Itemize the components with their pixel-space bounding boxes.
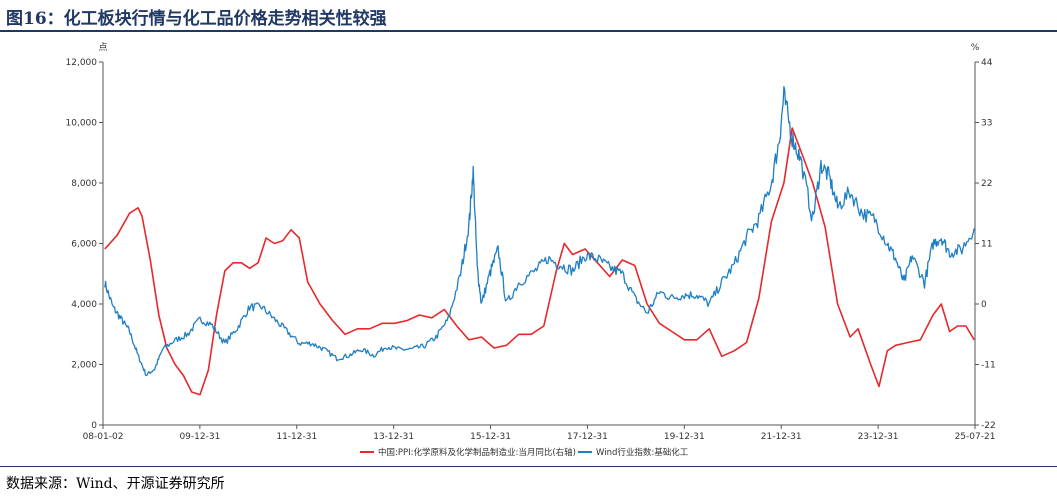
- right-axis-unit: %: [971, 43, 980, 53]
- figure-title: 图16：化工板块行情与化工品价格走势相关性较强: [6, 9, 387, 29]
- right-tick-label: 44: [981, 58, 993, 68]
- left-axis-unit: 点: [98, 42, 107, 53]
- x-tick-label: 08-01-02: [83, 432, 124, 442]
- x-tick-label: 23-12-31: [858, 432, 899, 442]
- left-tick-label: 10,000: [66, 119, 98, 129]
- x-tick-label: 11-12-31: [276, 432, 317, 442]
- left-tick-label: 12,000: [66, 58, 98, 68]
- x-tick-label: 13-12-31: [373, 432, 414, 442]
- footer-rule: [0, 466, 1057, 467]
- title-rule: [0, 30, 1057, 32]
- x-tick-label: 17-12-31: [567, 432, 608, 442]
- right-tick-label: 11: [981, 240, 992, 250]
- left-tick-label: 6,000: [71, 240, 97, 250]
- series-line-ppi: [104, 127, 975, 396]
- x-tick-label: 09-12-31: [179, 432, 220, 442]
- x-tick-label: 15-12-31: [470, 432, 511, 442]
- x-tick-label: 19-12-31: [664, 432, 705, 442]
- right-tick-label: 33: [981, 119, 992, 129]
- series-line-index: [104, 86, 975, 377]
- source-note: 数据来源：Wind、开源证券研究所: [6, 476, 225, 492]
- x-tick-label: 25-07-21: [955, 432, 996, 442]
- left-tick-label: 4,000: [71, 300, 97, 310]
- right-tick-label: 22: [981, 179, 992, 189]
- x-tick-label: 21-12-31: [761, 432, 802, 442]
- legend-item-index: Wind行业指数:基础化工: [596, 447, 689, 458]
- left-tick-label: 8,000: [71, 179, 97, 189]
- left-tick-label: 2,000: [71, 361, 97, 371]
- line-chart: 点 % 0 2,000 4,000 6,000 8,000 10,000 12,000 -22 -1…: [66, 42, 996, 458]
- chart-axes: 点 % 0 2,000 4,000 6,000 8,000 10,000 12,000 -22 -1…: [66, 42, 996, 442]
- chart-legend: 中国:PPI:化学原料及化学制品制造业:当月同比(右轴) Wind行业指数:基础化…: [360, 447, 689, 458]
- right-tick-label: -11: [981, 361, 996, 371]
- right-tick-label: 0: [981, 300, 987, 310]
- legend-item-ppi: 中国:PPI:化学原料及化学制品制造业:当月同比(右轴): [378, 447, 576, 458]
- chart-lines: [104, 86, 975, 396]
- right-tick-label: -22: [981, 421, 996, 431]
- left-tick-label: 0: [91, 421, 97, 431]
